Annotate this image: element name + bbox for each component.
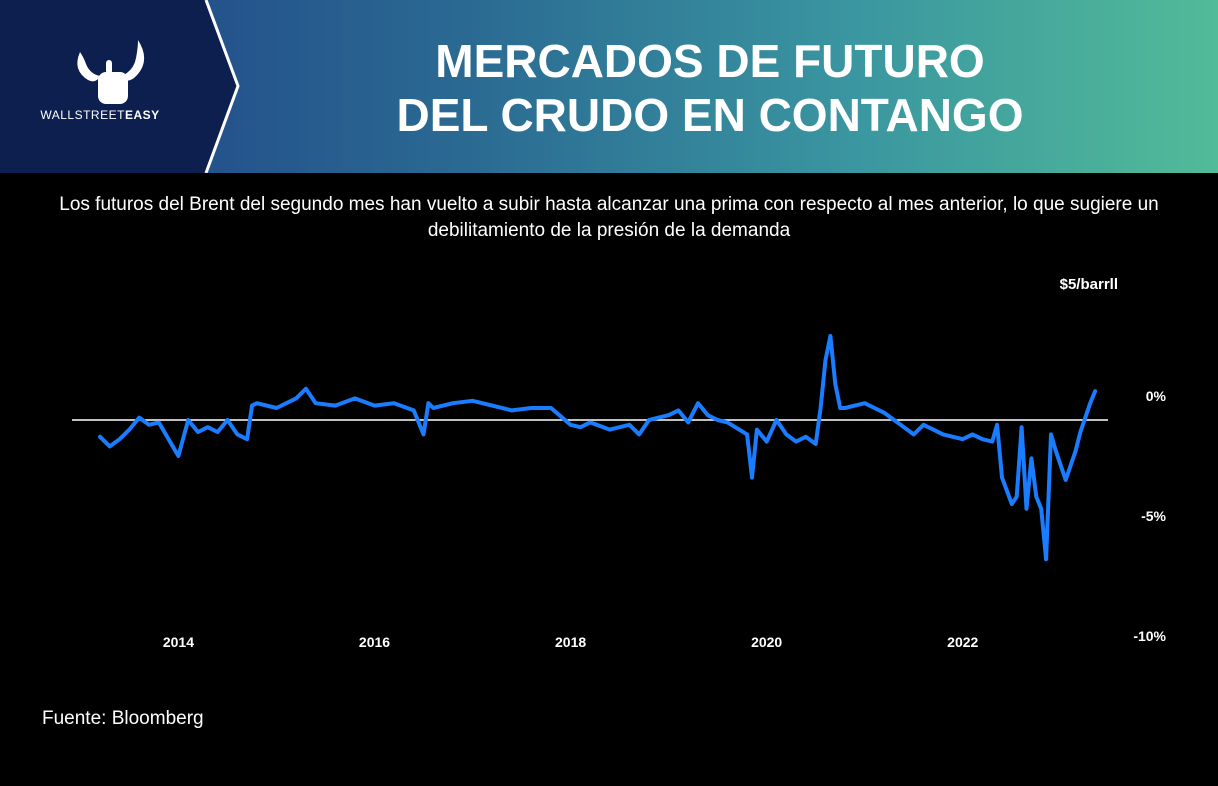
source-note: Fuente: Bloomberg [42,708,204,729]
title-line-1: MERCADOS DE FUTURO [435,35,985,87]
brand-name: WALLSTREETEASY [40,108,160,122]
logo-panel-shape [0,0,240,173]
x-tick-label: 2014 [163,634,194,650]
x-tick-label: 2022 [947,634,978,650]
series-line [98,334,1098,562]
header-banner: WALLSTREETEASY MERCADOS DE FUTURO DEL CR… [0,0,1218,173]
bull-fist-logo-icon [77,40,145,104]
page-title: MERCADOS DE FUTURO DEL CRUDO EN CONTANGO [300,34,1120,142]
chart-subtitle: Los futuros del Brent del segundo mes ha… [59,194,1159,241]
y-tick-label: 0% [1146,388,1167,404]
logo-panel: WALLSTREETEASY [0,0,240,173]
title-line-2: DEL CRUDO EN CONTANGO [396,89,1024,141]
logo-panel-edge [204,0,240,173]
y-axis-unit-label: $5/barrll [1059,276,1118,293]
x-tick-label: 2020 [751,634,782,650]
x-tick-label: 2018 [555,634,586,650]
y-tick-label: -10% [1133,628,1166,644]
y-tick-label: -5% [1141,508,1166,524]
x-tick-label: 2016 [359,634,390,650]
